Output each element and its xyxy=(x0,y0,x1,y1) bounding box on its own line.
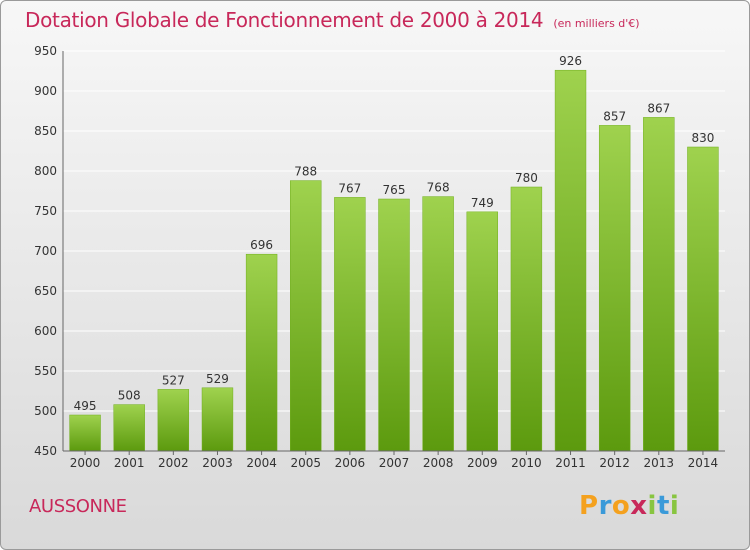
bar-2002 xyxy=(157,389,190,452)
bar-2012 xyxy=(598,125,631,452)
axes: 450 500 550 600 650 700 750 800 850 900 950 2000 200… xyxy=(34,44,725,470)
x-tick-label: 2000 xyxy=(70,456,101,470)
x-tick-label: 2014 xyxy=(688,456,719,470)
value-label: 780 xyxy=(515,171,538,185)
y-tick-label: 800 xyxy=(34,164,57,178)
data-labels: 495 508 527 529 696 788 767 765 768 749 780 926 857 8… xyxy=(74,54,715,413)
title-text: Dotation Globale de Fonctionnement de 20… xyxy=(25,8,544,32)
y-tick-label: 950 xyxy=(34,44,57,58)
x-tick-label: 2002 xyxy=(158,456,189,470)
value-label: 527 xyxy=(162,373,185,387)
bar-2014 xyxy=(687,146,719,452)
logo-letter: o xyxy=(611,491,631,521)
value-label: 765 xyxy=(383,183,406,197)
bar-2008 xyxy=(422,196,454,452)
x-tick-label: 2010 xyxy=(511,456,542,470)
x-tick-label: 2012 xyxy=(599,456,630,470)
bar-2006 xyxy=(334,197,366,452)
logo-letter: i xyxy=(669,491,680,521)
value-label: 767 xyxy=(338,181,361,195)
bars xyxy=(69,69,719,452)
bar-2003 xyxy=(201,387,234,452)
value-label: 696 xyxy=(250,238,273,252)
logo-letter: P xyxy=(579,491,599,521)
bar-2005 xyxy=(290,180,322,452)
y-tick-label: 450 xyxy=(34,444,57,458)
bar-2009 xyxy=(466,211,498,452)
value-label: 749 xyxy=(471,196,494,210)
x-tick-label: 2005 xyxy=(290,456,321,470)
bar-2010 xyxy=(510,186,543,452)
logo-letter: i xyxy=(647,491,657,521)
value-label: 768 xyxy=(427,181,450,195)
chart-subtitle: (en milliers d'€) xyxy=(553,17,640,30)
y-tick-label: 900 xyxy=(34,84,57,98)
x-tick-label: 2003 xyxy=(202,456,233,470)
bar-2004 xyxy=(245,253,278,452)
y-tick-label: 500 xyxy=(34,404,57,418)
y-tick-label: 750 xyxy=(34,204,57,218)
logo-letter: t xyxy=(656,491,670,521)
value-label: 495 xyxy=(74,399,97,413)
value-label: 857 xyxy=(603,109,626,123)
x-tick-label: 2001 xyxy=(114,456,145,470)
value-label: 788 xyxy=(294,165,317,179)
y-tick-label: 600 xyxy=(34,324,57,338)
y-tick-label: 700 xyxy=(34,244,57,258)
x-tick-label: 2009 xyxy=(467,456,498,470)
chart-title: Dotation Globale de Fonctionnement de 20… xyxy=(25,8,640,32)
value-label: 830 xyxy=(691,131,714,145)
bar-2011 xyxy=(554,69,587,452)
x-tick-label: 2008 xyxy=(423,456,454,470)
logo-letter: r xyxy=(598,491,612,521)
x-tick-label: 2006 xyxy=(335,456,366,470)
x-tick-label: 2013 xyxy=(644,456,675,470)
value-label: 867 xyxy=(647,101,670,115)
bar-2007 xyxy=(378,198,410,452)
bar-2001 xyxy=(113,404,145,452)
commune-name: AUSSONNE xyxy=(29,496,127,517)
x-tick-label: 2011 xyxy=(555,456,586,470)
y-tick-label: 550 xyxy=(34,364,57,378)
value-label: 926 xyxy=(559,54,582,68)
bar-2013 xyxy=(643,117,675,452)
value-label: 529 xyxy=(206,372,229,386)
x-tick-label: 2007 xyxy=(379,456,410,470)
value-label: 508 xyxy=(118,389,141,403)
y-tick-label: 650 xyxy=(34,284,57,298)
logo-letter: x xyxy=(630,491,648,521)
y-tick-label: 850 xyxy=(34,124,57,138)
bar-2000 xyxy=(69,414,101,452)
proxiti-logo: Proxiti xyxy=(579,491,679,521)
x-tick-label: 2004 xyxy=(246,456,277,470)
